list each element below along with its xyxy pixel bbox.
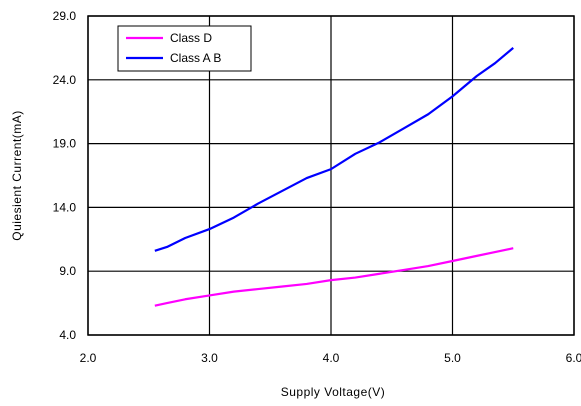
- x-tick-label: 3.0: [201, 351, 218, 365]
- legend-label-class-d: Class D: [170, 31, 212, 45]
- y-tick-label: 29.0: [53, 9, 77, 23]
- x-tick-label: 6.0: [566, 351, 581, 365]
- legend-label-class-ab: Class A B: [170, 51, 221, 65]
- y-tick-label: 4.0: [59, 328, 76, 342]
- y-axis-label: Quiesient Current(mA): [10, 110, 24, 241]
- series-line-class-d: [154, 247, 514, 307]
- x-tick-labels: 2.0 3.0 4.0 5.0 6.0: [80, 351, 581, 365]
- x-tick-label: 4.0: [323, 351, 340, 365]
- y-tick-labels: 4.0 9.0 14.0 19.0 24.0 29.0: [53, 9, 77, 342]
- y-tick-label: 14.0: [53, 200, 77, 214]
- series-layer: [154, 47, 514, 307]
- y-tick-label: 9.0: [59, 264, 76, 278]
- legend: Class D Class A B: [117, 25, 252, 72]
- y-tick-label: 24.0: [53, 73, 77, 87]
- y-tick-label: 19.0: [53, 137, 77, 151]
- plot-frame: [87, 15, 575, 336]
- series-line-class-a-b: [154, 47, 514, 252]
- legend-box: [117, 25, 252, 72]
- x-axis-label: Supply Voltage(V): [281, 385, 386, 399]
- x-tick-label: 5.0: [444, 351, 461, 365]
- x-tick-label: 2.0: [80, 351, 97, 365]
